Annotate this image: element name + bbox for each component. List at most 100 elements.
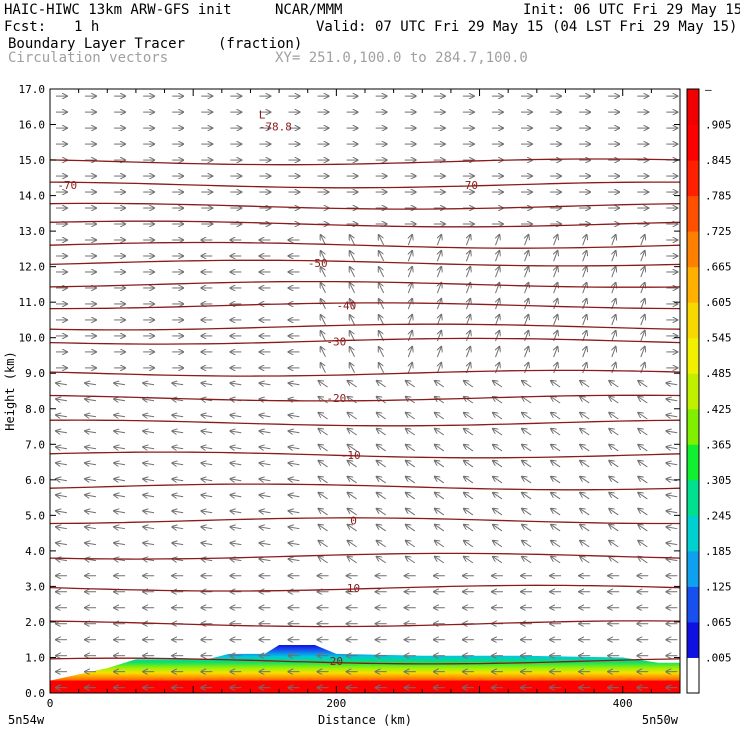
colorbar-label: .785 bbox=[705, 190, 732, 203]
colorbar-label: .065 bbox=[705, 616, 732, 629]
circulation-vector bbox=[437, 331, 441, 342]
circulation-vector bbox=[464, 509, 474, 516]
temperature-contour bbox=[49, 241, 681, 249]
circulation-vector bbox=[493, 413, 503, 420]
colorbar-swatch bbox=[687, 550, 699, 587]
circulation-vector bbox=[406, 413, 416, 420]
x-tick-label: 200 bbox=[326, 697, 346, 710]
colorbar-swatch bbox=[687, 621, 699, 658]
temperature-contour bbox=[49, 259, 681, 267]
circulation-vector bbox=[289, 383, 300, 385]
circulation-vector bbox=[201, 479, 213, 481]
circulation-vector bbox=[638, 541, 648, 548]
contour-label: -20 bbox=[326, 392, 346, 405]
minimum-marker-letter: L bbox=[259, 109, 266, 122]
circulation-vector bbox=[230, 383, 242, 385]
circulation-vector bbox=[583, 315, 587, 326]
circulation-vector bbox=[493, 557, 503, 564]
circulation-vector bbox=[551, 413, 561, 420]
circulation-vector bbox=[56, 559, 67, 561]
circulation-vector bbox=[259, 383, 271, 385]
circulation-vector bbox=[85, 447, 97, 449]
tracer-colorbar: .005 .065 .125 .185 .245 .305 .365 .425 .485 .545… bbox=[686, 83, 732, 694]
circulation-vector bbox=[554, 251, 558, 262]
circulation-vector bbox=[580, 413, 590, 420]
circulation-vector bbox=[437, 283, 441, 294]
circulation-vector bbox=[464, 445, 474, 452]
colorbar-label: .665 bbox=[705, 261, 732, 274]
circulation-vector bbox=[580, 381, 590, 388]
circulation-vector bbox=[56, 479, 67, 481]
circulation-vector bbox=[666, 559, 678, 561]
circulation-vector bbox=[377, 525, 386, 532]
contour-label: -10 bbox=[341, 449, 361, 462]
circulation-vector bbox=[522, 509, 532, 516]
circulation-vector bbox=[464, 413, 474, 420]
circulation-vector bbox=[289, 415, 300, 417]
circulation-vector bbox=[259, 415, 271, 417]
circulation-vector bbox=[464, 461, 474, 468]
circulation-vector bbox=[85, 383, 97, 385]
circulation-vector bbox=[289, 431, 300, 433]
circulation-vector bbox=[56, 415, 67, 417]
circulation-vector bbox=[379, 251, 385, 262]
colorbar-swatch bbox=[687, 373, 699, 410]
circulation-vector bbox=[464, 493, 474, 500]
circulation-vector bbox=[143, 383, 155, 385]
circulation-vector bbox=[666, 399, 678, 401]
circulation-vector bbox=[319, 429, 328, 436]
contour-label: -50 bbox=[308, 257, 328, 270]
circulation-vector bbox=[379, 267, 385, 278]
colorbar-label: .305 bbox=[705, 474, 732, 487]
circulation-vector bbox=[259, 511, 271, 513]
circulation-vector bbox=[350, 299, 356, 310]
temperature-contours: 20 10 0 -10 -20 -30 -40 -50 -70 -70 L-78.8 bbox=[49, 109, 681, 668]
circulation-vector bbox=[350, 331, 356, 342]
circulation-vector bbox=[435, 429, 445, 436]
circulation-vector bbox=[612, 331, 616, 342]
circulation-vector bbox=[230, 559, 242, 561]
circulation-vector bbox=[348, 557, 357, 564]
contour-label: -30 bbox=[326, 335, 346, 348]
circulation-vector bbox=[377, 413, 386, 420]
circulation-vector bbox=[466, 331, 470, 342]
circulation-vector bbox=[143, 479, 155, 481]
circulation-vector bbox=[464, 525, 474, 532]
circulation-vector bbox=[466, 251, 470, 262]
circulation-vector bbox=[289, 463, 300, 465]
circulation-vector bbox=[289, 511, 300, 513]
cross-section-endpoints: XY= 251.0,100.0 to 284.7,100.0 bbox=[275, 50, 528, 66]
circulation-vector bbox=[666, 415, 678, 417]
circulation-vector bbox=[85, 479, 97, 481]
temperature-contour bbox=[49, 657, 681, 665]
circulation-vector bbox=[201, 543, 213, 545]
circulation-vector bbox=[201, 383, 213, 385]
circulation-vector bbox=[464, 397, 474, 404]
circulation-vector bbox=[201, 511, 213, 513]
circulation-vector bbox=[348, 397, 357, 404]
temperature-contour bbox=[49, 451, 681, 459]
circulation-vector bbox=[408, 347, 412, 358]
circulation-vector bbox=[230, 447, 242, 449]
colorbar-label: .485 bbox=[705, 367, 732, 380]
circulation-vector bbox=[172, 511, 184, 513]
circulation-vector bbox=[143, 431, 155, 433]
circulation-vector bbox=[56, 463, 67, 465]
circulation-vector bbox=[172, 383, 184, 385]
temperature-contour bbox=[49, 394, 681, 402]
colorbar-swatch bbox=[687, 515, 699, 552]
circulation-vector bbox=[435, 557, 445, 564]
circulation-vector bbox=[406, 557, 416, 564]
circulation-vector bbox=[609, 445, 619, 452]
circulation-vector bbox=[493, 429, 503, 436]
contour-label: -70 bbox=[458, 179, 478, 192]
circulation-vector bbox=[379, 363, 385, 374]
circulation-vector bbox=[583, 283, 587, 294]
circulation-vector bbox=[143, 447, 155, 449]
circulation-vector bbox=[377, 381, 386, 388]
circulation-vector bbox=[609, 557, 619, 564]
circulation-vector bbox=[259, 527, 271, 529]
circulation-vector bbox=[580, 525, 590, 532]
circulation-vector bbox=[348, 541, 357, 548]
